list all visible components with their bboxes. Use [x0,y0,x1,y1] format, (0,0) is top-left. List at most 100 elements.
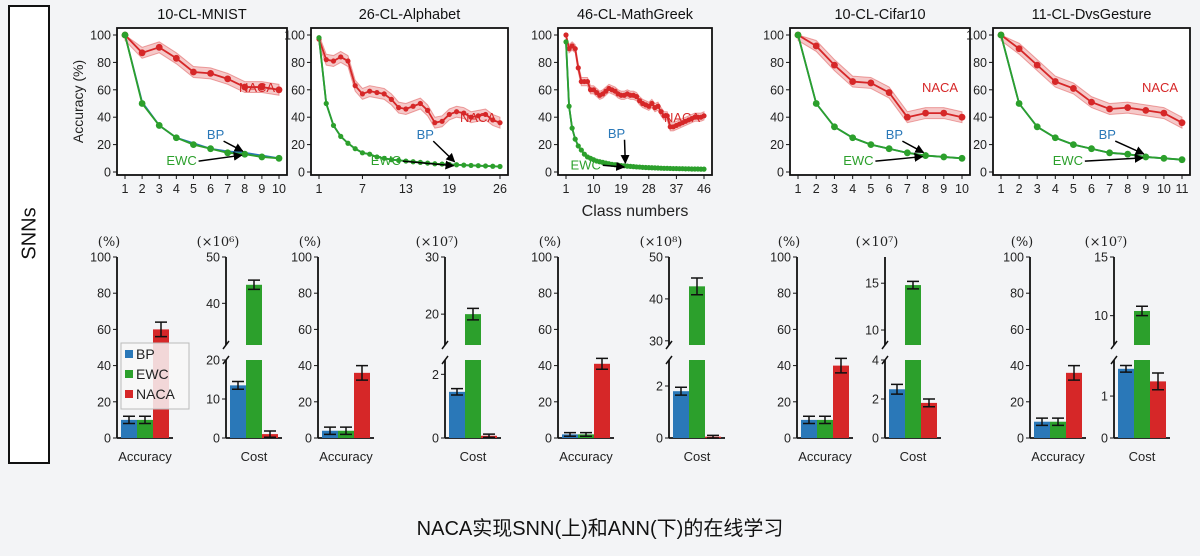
data-point-ewc [1088,145,1095,153]
data-point-ewc [461,162,467,168]
line-chart-3: 46-CL-MathGreek 0 20 40 60 80 100 1 10 19 28 37 46 Cl… [531,7,713,220]
data-point-ewc [812,100,820,107]
x-tick-label: 46 [697,182,711,196]
y-tick-label: 80 [97,56,111,70]
y-tick-label: 60 [777,323,791,337]
x-axis-label: Accuracy [1031,449,1085,464]
x-tick-label: 5 [1070,182,1077,196]
data-point-ewc [572,136,578,142]
x-tick-label: 2 [813,182,820,196]
y-tick-label: 0 [872,432,879,446]
error-bar [340,426,352,436]
data-point-ewc [1160,154,1168,162]
data-point-ewc [396,157,402,163]
error-bar [1052,417,1064,427]
data-point-ewc [1124,150,1132,158]
data-point-ewc [1051,134,1059,142]
bar-chart-mnist-cost: (×10⁶) Cost 0 10 20 40 50 [197,235,282,464]
unit-label: (×10⁶) [197,235,240,250]
error-bar [324,426,336,436]
line-chart-1: 10-CL-MNIST 0 20 40 60 80 100 1 2 3 4 5 6 7 8 9 10 Accura… [70,7,288,196]
chart-title: 26-CL-Alphabet [359,7,461,23]
error-bar [1036,417,1048,427]
unit-label: (%) [299,235,322,250]
x-tick-label: 10 [955,182,969,196]
unit-label: (%) [98,235,121,250]
data-point-naca [359,91,366,97]
data-point-naca [417,100,423,107]
bar-ewc-lower [689,360,705,438]
unit-label: (%) [539,235,562,250]
y-tick-label: 40 [97,111,111,125]
data-point-ewc [241,150,249,158]
y-tick-label: 0 [545,432,552,446]
data-point-naca [649,100,655,107]
x-tick-label: 7 [359,182,366,196]
y-tick-label: 10 [865,324,879,338]
bar-bp [121,419,137,438]
y-tick-label: 40 [298,359,312,373]
series-line-ewc [797,34,963,160]
data-point-ewc [381,155,387,161]
y-tick-label: 60 [538,83,552,97]
x-tick-label: 5 [867,182,874,196]
line-chart-2: 26-CL-Alphabet 0 20 40 60 80 100 1 7 13 19 26 NACA BP… [284,7,509,196]
series-label-bp: BP [207,127,224,142]
error-bar [264,430,276,438]
x-tick-label: 2 [1016,182,1023,196]
plot-frame [310,27,509,176]
y-tick-label: 80 [291,56,305,70]
data-point-naca [1160,109,1168,117]
series-label-ewc: EWC [371,153,401,168]
bp-arrow [620,139,630,165]
error-bar [891,383,903,395]
x-tick-label: 8 [922,182,929,196]
data-point-naca [1178,119,1186,127]
bar-ewc-upper [905,285,921,345]
x-tick-label: 10 [1157,182,1171,196]
y-tick-label: 20 [291,138,305,152]
y-tick-label: 15 [865,277,879,291]
x-tick-label: 10 [272,182,286,196]
bar-ewc-lower [465,360,481,438]
data-point-ewc [1178,156,1186,164]
data-point-naca [1142,106,1150,114]
y-tick-label: 0 [777,166,784,180]
x-tick-label: 1 [122,182,129,196]
y-tick-label: 100 [531,29,552,43]
series-label-ewc: EWC [1053,153,1083,168]
bar-naca [1150,381,1166,438]
error-bar [248,279,260,291]
y-tick-label: 40 [649,292,663,306]
y-tick-label: 0 [298,166,305,180]
data-point-ewc [316,35,322,41]
y-tick-label: 60 [97,83,111,97]
error-bar [675,386,687,396]
data-point-ewc [1142,153,1150,161]
data-point-ewc [275,154,283,162]
data-point-ewc [940,153,948,161]
error-bar [707,434,719,439]
data-point-naca [453,109,460,115]
bar-ewc [137,419,153,438]
data-point-ewc [885,145,893,153]
bp-arrow [1114,140,1145,155]
x-tick-label: 1 [316,182,323,196]
bp-arrow [223,140,244,152]
series-label-bp: BP [417,127,434,142]
series-line-ewc [124,34,280,160]
y-tick-label: 100 [770,251,791,265]
data-point-naca [323,57,329,63]
x-tick-label: 4 [1052,182,1059,196]
bar-naca [594,363,610,438]
y-tick-label: 100 [763,29,784,43]
error-band-naca [1000,34,1183,129]
data-point-ewc [330,122,337,129]
data-point-ewc [566,103,572,109]
unit-label: (×10⁸) [640,235,683,250]
error-bar [923,398,935,408]
data-point-naca [867,79,875,87]
data-point-ewc [388,157,394,163]
data-point-naca [432,120,438,126]
error-bar [451,387,463,396]
